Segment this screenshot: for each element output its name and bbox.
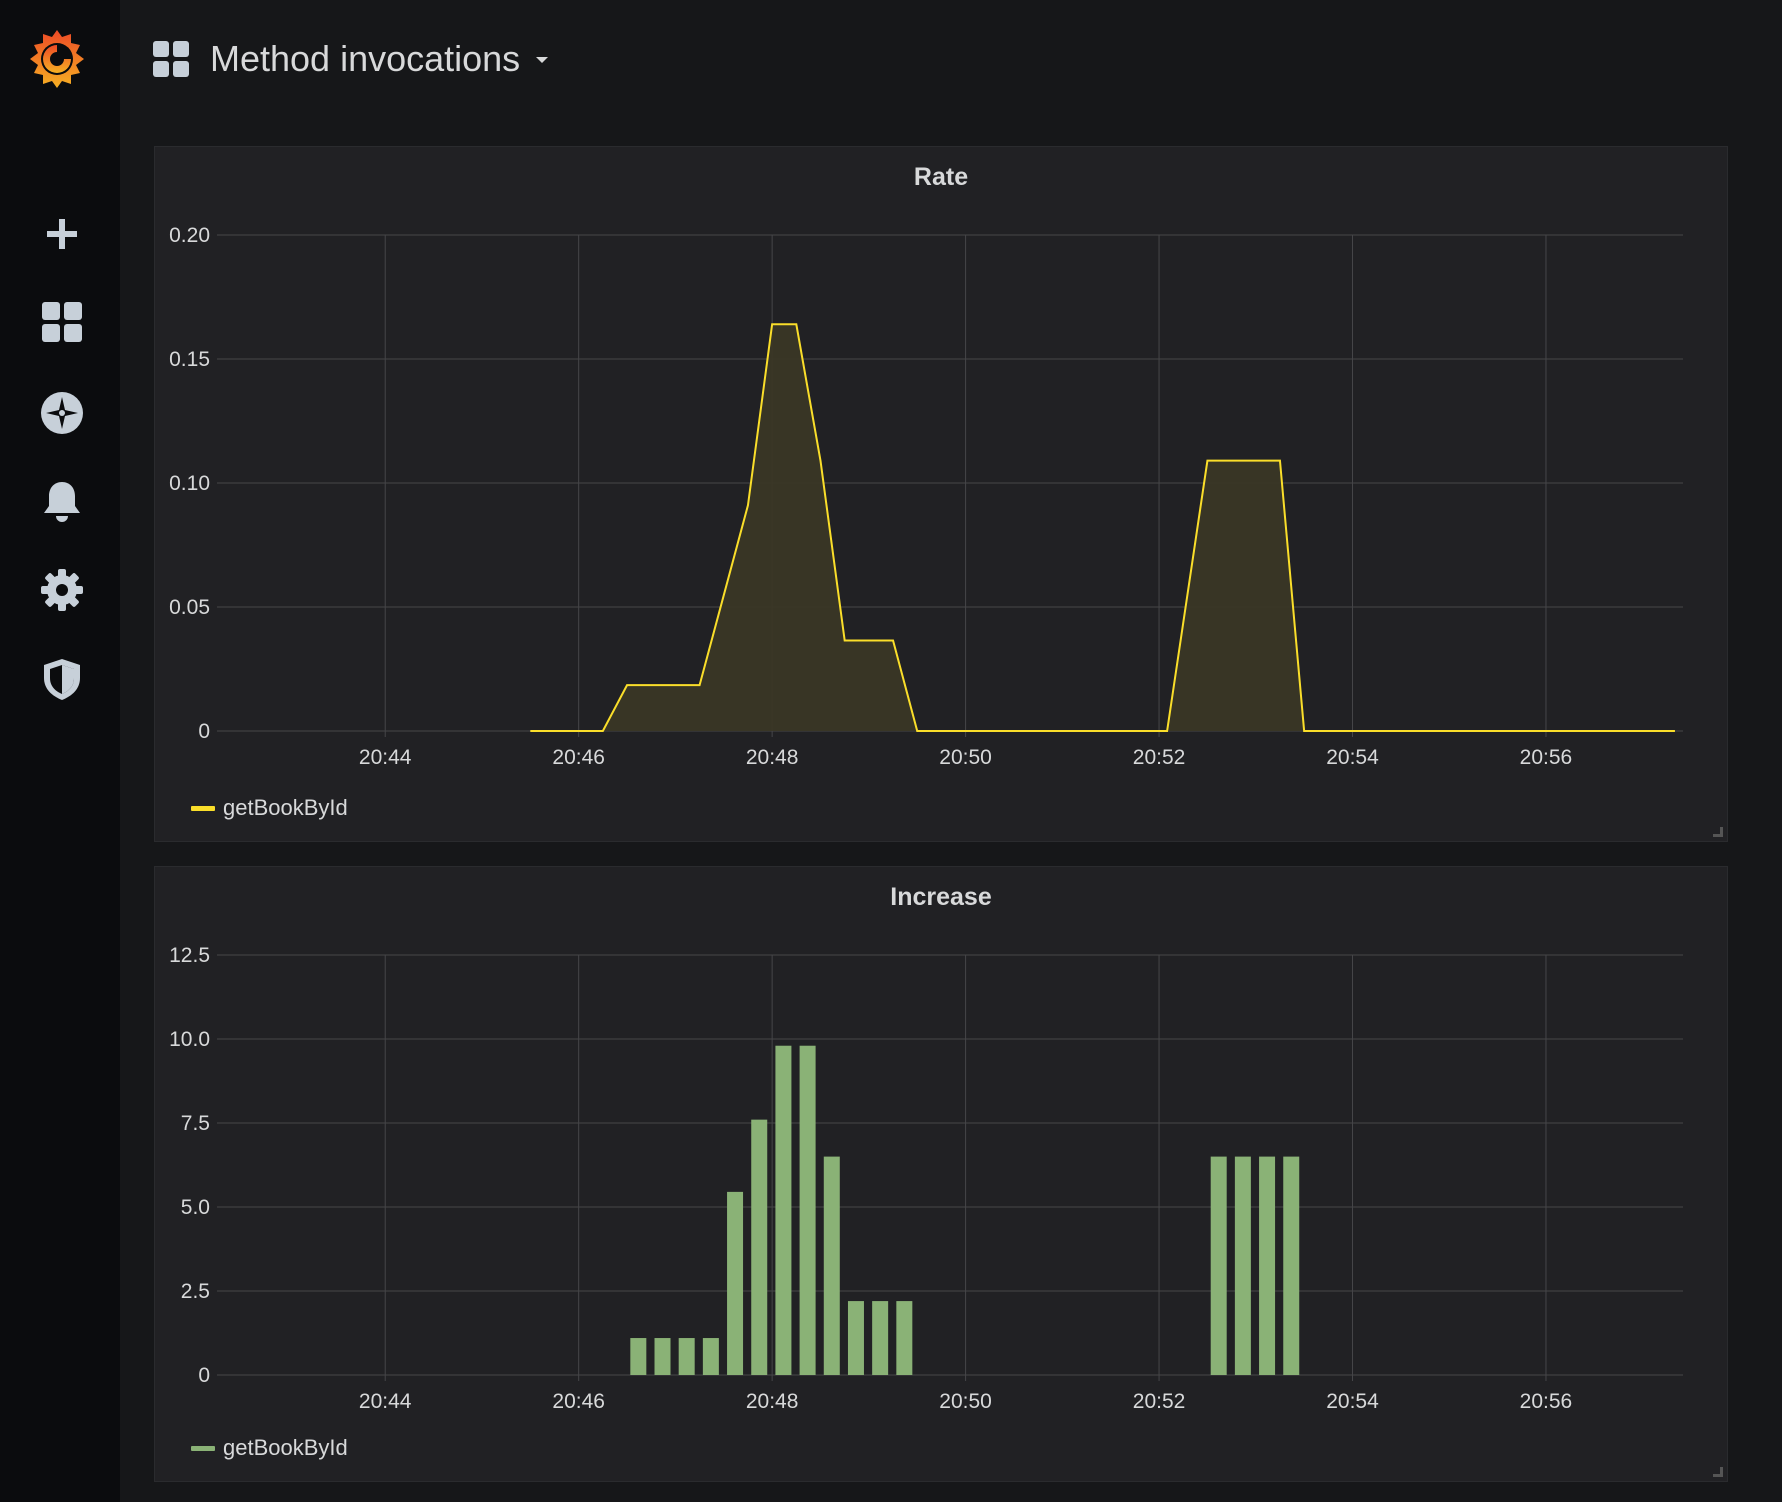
x-tick-label: 20:46 — [552, 1390, 605, 1413]
series-area-fill — [530, 324, 1675, 731]
rate-panel: Rate 0 0.05 0.10 0.15 0.20 20:44 20:46 20:48 20:… — [154, 146, 1728, 842]
dashboards-grid-icon — [153, 41, 189, 77]
bar[interactable] — [630, 1338, 647, 1375]
panel-title[interactable]: Increase — [890, 883, 992, 911]
x-tick-label: 20:44 — [359, 746, 412, 769]
y-tick-label: 0.10 — [169, 472, 210, 495]
y-tick-label: 7.5 — [181, 1112, 210, 1135]
x-tick-label: 20:48 — [746, 1390, 799, 1413]
y-tick-label: 12.5 — [169, 944, 210, 967]
plus-icon[interactable] — [37, 209, 87, 259]
bar[interactable] — [847, 1301, 864, 1375]
increase-chart[interactable]: 0 2.5 5.0 7.5 10.0 12.5 20:44 20:46 20:48 20:50 20… — [155, 867, 1729, 1483]
dashboard-title[interactable]: Method invocations — [210, 38, 521, 79]
resize-handle-icon[interactable] — [1713, 827, 1723, 837]
dashboard-header: Method invocations — [152, 34, 550, 84]
increase-legend[interactable]: getBookById — [191, 1435, 348, 1461]
x-tick-label: 20:50 — [939, 1390, 992, 1413]
bar[interactable] — [727, 1191, 744, 1375]
bar[interactable] — [896, 1301, 913, 1375]
x-tick-label: 20:46 — [552, 746, 605, 769]
alerting-bell-icon[interactable] — [37, 476, 87, 526]
bar[interactable] — [823, 1156, 840, 1375]
x-tick-label: 20:56 — [1520, 1390, 1573, 1413]
x-tick-label: 20:54 — [1326, 746, 1379, 769]
bar[interactable] — [702, 1338, 719, 1375]
legend-swatch — [191, 1445, 215, 1451]
y-tick-label: 5.0 — [181, 1196, 210, 1219]
bar[interactable] — [654, 1338, 671, 1375]
bar[interactable] — [1210, 1156, 1227, 1375]
legend-label[interactable]: getBookById — [223, 1435, 348, 1460]
y-tick-label: 0.20 — [169, 224, 210, 247]
y-tick-label: 0 — [198, 1364, 210, 1387]
x-tick-label: 20:44 — [359, 1390, 412, 1413]
legend-label[interactable]: getBookById — [223, 795, 348, 820]
y-tick-label: 0.05 — [169, 596, 210, 619]
bar[interactable] — [678, 1338, 695, 1375]
bar[interactable] — [1259, 1156, 1276, 1375]
increase-panel: Increase 0 2.5 5.0 7.5 10.0 12.5 20:44 20:46 20:… — [154, 866, 1728, 1482]
x-tick-label: 20:50 — [939, 746, 992, 769]
bar[interactable] — [799, 1045, 816, 1375]
grafana-logo-icon[interactable] — [24, 26, 90, 92]
panel-title[interactable]: Rate — [913, 163, 969, 191]
x-tick-label: 20:56 — [1520, 746, 1573, 769]
server-admin-shield-icon[interactable] — [37, 654, 87, 704]
rate-legend[interactable]: getBookById — [191, 795, 348, 821]
rate-chart[interactable]: 0 0.05 0.10 0.15 0.20 20:44 20:46 20:48 20:50 20:… — [155, 147, 1729, 843]
resize-handle-icon[interactable] — [1713, 1467, 1723, 1477]
bar[interactable] — [872, 1301, 889, 1375]
y-tick-label: 2.5 — [181, 1280, 210, 1303]
bar[interactable] — [1234, 1156, 1251, 1375]
explore-compass-icon[interactable] — [37, 388, 87, 438]
y-tick-label: 0.15 — [169, 348, 210, 371]
bar[interactable] — [1283, 1156, 1300, 1375]
x-tick-label: 20:52 — [1133, 1390, 1186, 1413]
x-tick-label: 20:48 — [746, 746, 799, 769]
x-tick-label: 20:54 — [1326, 1390, 1379, 1413]
sidebar — [0, 0, 120, 1502]
y-tick-label: 10.0 — [169, 1028, 210, 1051]
x-tick-label: 20:52 — [1133, 746, 1186, 769]
configuration-gear-icon[interactable] — [37, 565, 87, 615]
bar[interactable] — [775, 1045, 792, 1375]
y-tick-label: 0 — [198, 720, 210, 743]
bar[interactable] — [751, 1119, 768, 1375]
caret-down-icon[interactable] — [534, 51, 550, 67]
series-line[interactable] — [530, 323, 1675, 732]
legend-swatch — [191, 805, 215, 811]
dashboards-grid-icon[interactable] — [37, 297, 87, 347]
